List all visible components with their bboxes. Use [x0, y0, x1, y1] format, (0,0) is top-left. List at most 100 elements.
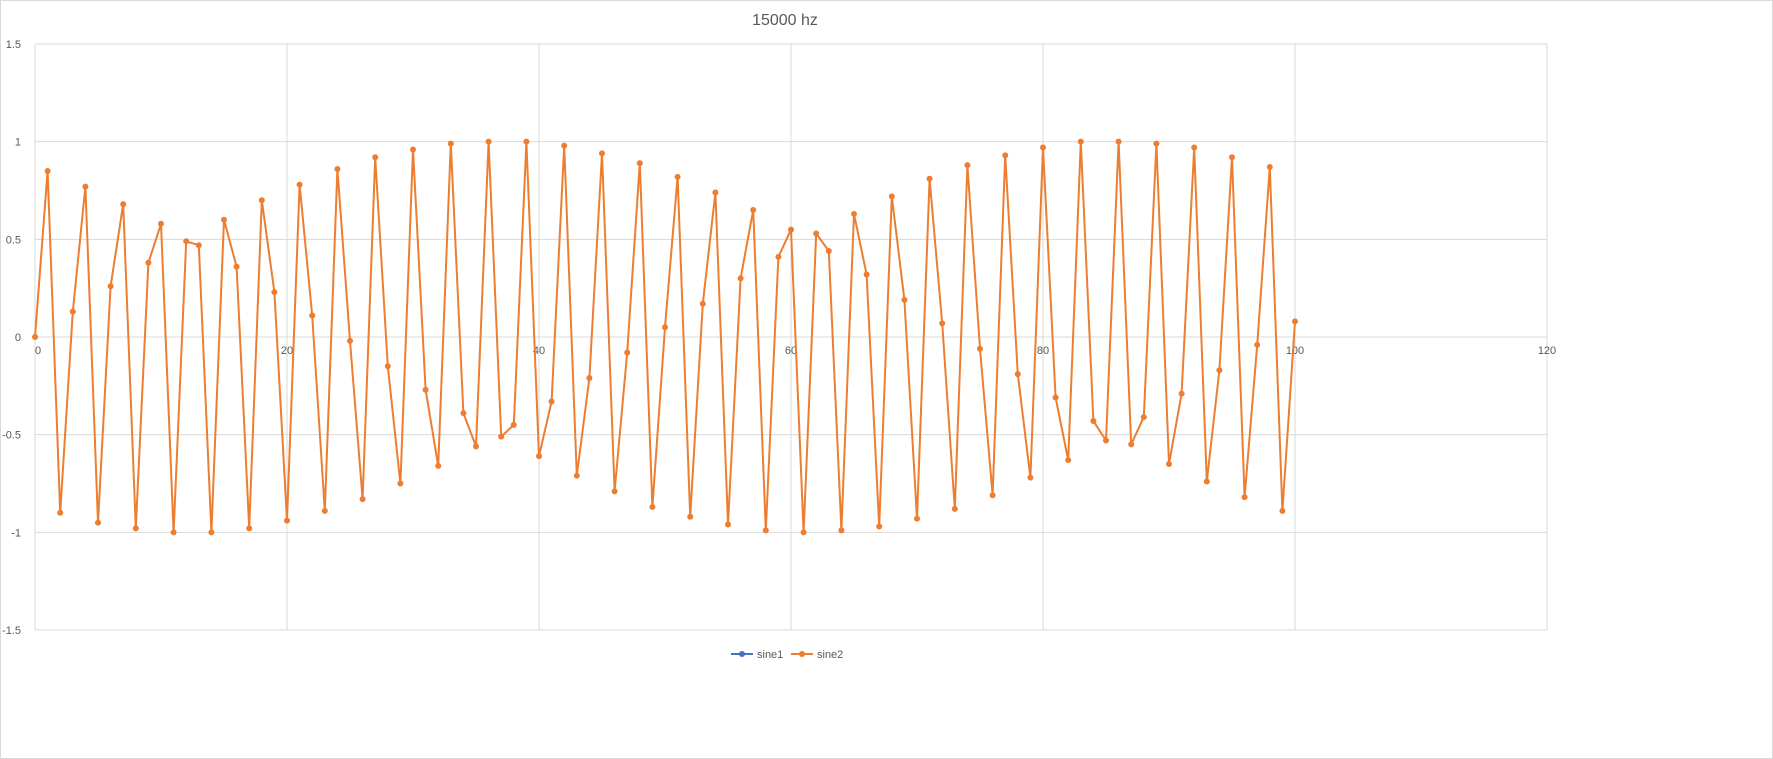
data-point-sine2: [384, 363, 391, 370]
legend-marker-sine1: [739, 651, 745, 657]
data-point-sine2: [548, 398, 555, 405]
x-tick-label: 60: [785, 345, 797, 357]
plot-series: [32, 138, 1298, 536]
data-point-sine2: [120, 201, 127, 208]
data-point-sine2: [586, 375, 593, 382]
data-point-sine2: [170, 529, 177, 536]
data-point-sine2: [1002, 152, 1009, 159]
data-point-sine2: [536, 453, 542, 460]
data-point-sine2: [372, 154, 379, 161]
data-point-sine2: [1266, 164, 1273, 171]
data-point-sine2: [1103, 437, 1109, 444]
x-tick-label: 120: [1538, 345, 1556, 357]
data-point-sine2: [825, 248, 832, 255]
data-point-sine2: [838, 527, 845, 534]
data-point-sine2: [296, 181, 303, 188]
data-point-sine2: [32, 334, 38, 340]
data-point-sine2: [901, 296, 908, 303]
data-point-sine2: [221, 216, 227, 223]
data-point-sine2: [1241, 494, 1248, 501]
y-tick-label: -1: [11, 527, 21, 539]
chart-title: 15000 hz: [752, 12, 818, 29]
gridlines: [34, 43, 1548, 631]
data-point-sine2: [1153, 140, 1160, 147]
data-point-sine2: [851, 210, 857, 217]
data-point-sine2: [1014, 371, 1021, 378]
data-point-sine2: [397, 480, 404, 487]
data-point-sine2: [57, 509, 64, 516]
data-point-sine2: [939, 320, 946, 327]
data-point-sine2: [624, 349, 631, 356]
y-tick-label: -1.5: [2, 625, 21, 637]
data-point-sine2: [649, 503, 656, 510]
legend-label-sine1: sine1: [757, 649, 783, 661]
legend-marker-sine2: [799, 651, 805, 657]
y-tick-label: 1.5: [6, 39, 21, 51]
data-point-sine2: [69, 308, 76, 315]
data-point-sine2: [636, 160, 643, 167]
data-point-sine2: [460, 410, 467, 417]
data-point-sine2: [737, 275, 744, 282]
data-point-sine2: [410, 146, 416, 153]
data-point-sine2: [599, 150, 605, 157]
y-tick-label: 1: [15, 137, 21, 149]
data-point-sine2: [208, 529, 215, 536]
data-point-sine2: [1178, 390, 1185, 397]
data-point-sine2: [1279, 507, 1286, 514]
data-point-sine2: [687, 513, 694, 520]
data-point-sine2: [233, 263, 240, 270]
legend: sine1 sine2: [731, 649, 843, 661]
data-point-sine2: [95, 519, 101, 526]
data-point-sine2: [284, 517, 290, 524]
data-point-sine2: [964, 162, 971, 169]
data-point-sine2: [1254, 341, 1261, 348]
y-tick-label: -0.5: [2, 430, 21, 442]
data-point-sine2: [926, 175, 933, 182]
data-point-sine2: [775, 253, 782, 260]
data-point-sine2: [435, 462, 442, 469]
data-point-sine2: [1292, 318, 1298, 325]
data-point-sine2: [334, 166, 341, 173]
data-point-sine2: [674, 173, 681, 180]
data-point-sine2: [712, 189, 719, 196]
data-point-sine2: [1115, 138, 1122, 145]
data-point-sine2: [447, 140, 454, 147]
data-point-sine2: [1065, 457, 1072, 464]
data-point-sine2: [1027, 474, 1034, 481]
data-point-sine2: [611, 488, 618, 495]
legend-label-sine2: sine2: [817, 649, 843, 661]
data-point-sine2: [662, 324, 668, 331]
x-tick-label: 0: [35, 345, 41, 357]
data-point-sine2: [750, 207, 757, 214]
data-point-sine2: [1166, 460, 1172, 467]
data-point-sine2: [1090, 417, 1097, 424]
data-point-sine2: [1203, 478, 1210, 485]
data-point-sine2: [876, 523, 883, 530]
data-point-sine2: [1052, 394, 1059, 401]
data-point-sine2: [485, 138, 492, 145]
data-point-sine2: [145, 259, 152, 266]
data-point-sine2: [246, 525, 253, 532]
data-point-sine2: [309, 312, 316, 319]
data-point-sine2: [183, 238, 190, 245]
data-point-sine2: [989, 492, 996, 499]
data-point-sine2: [359, 496, 366, 503]
data-point-sine2: [347, 337, 353, 344]
x-tick-label: 100: [1286, 345, 1304, 357]
data-point-sine2: [523, 138, 530, 145]
data-point-sine2: [107, 283, 114, 290]
x-tick-label: 20: [281, 345, 293, 357]
data-point-sine2: [699, 300, 706, 307]
data-point-sine2: [725, 521, 731, 528]
data-point-sine2: [158, 220, 164, 227]
data-point-sine2: [1191, 144, 1198, 151]
y-tick-label: 0: [15, 332, 21, 344]
data-point-sine2: [762, 527, 769, 534]
x-tick-label: 40: [533, 345, 545, 357]
data-point-sine2: [573, 472, 580, 479]
data-point-sine2: [1077, 138, 1084, 145]
data-point-sine2: [510, 421, 517, 428]
data-point-sine2: [473, 443, 479, 450]
